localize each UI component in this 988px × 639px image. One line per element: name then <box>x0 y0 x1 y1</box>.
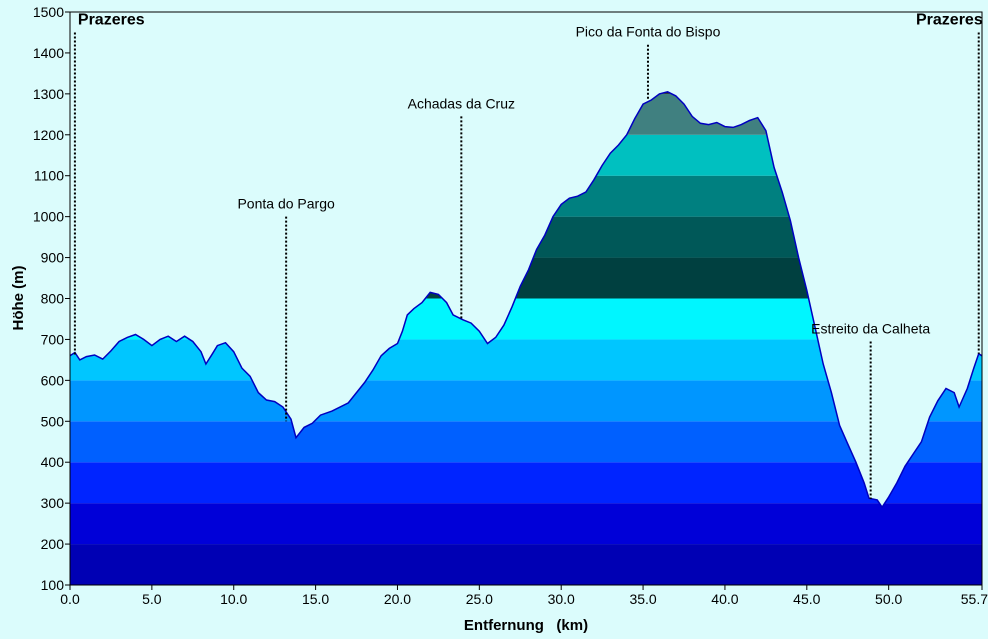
x-tick-label: 40.0 <box>711 591 738 607</box>
annotation-label: Prazeres <box>78 11 145 28</box>
elevation-band <box>70 421 982 463</box>
y-tick-label: 400 <box>41 454 65 470</box>
y-tick-label: 500 <box>41 413 65 429</box>
x-tick-label: 0.0 <box>60 591 80 607</box>
x-tick-label: 55.7 <box>961 591 988 607</box>
elevation-band <box>70 544 982 585</box>
x-tick-label: 30.0 <box>548 591 575 607</box>
annotation-label: Estreito da Calheta <box>811 320 930 336</box>
x-tick-label: 35.0 <box>629 591 656 607</box>
x-tick-label: 15.0 <box>302 591 329 607</box>
elevation-band <box>70 503 982 545</box>
annotation-label: Ponta do Pargo <box>237 196 335 212</box>
y-tick-label: 1300 <box>33 86 64 102</box>
y-axis: 100 200 300 400 500 600 700 800 900 1000 1100 1200 1… <box>33 4 70 593</box>
x-tick-label: 50.0 <box>875 591 902 607</box>
y-tick-label: 1500 <box>33 4 64 20</box>
x-tick-label: 20.0 <box>384 591 411 607</box>
x-axis: 0.0 5.0 10.0 15.0 20.0 25.0 30.0 35.0 40.0 45.0 50… <box>60 585 988 607</box>
y-tick-label: 1100 <box>34 168 64 184</box>
y-tick-label: 600 <box>41 372 65 388</box>
x-tick-label: 45.0 <box>793 591 820 607</box>
annotation-label: Prazeres <box>916 11 983 28</box>
x-tick-label: 5.0 <box>142 591 162 607</box>
y-tick-label: 200 <box>41 536 65 552</box>
y-tick-label: 1400 <box>33 45 64 61</box>
x-axis-label: Entfernung (km) <box>464 617 588 634</box>
y-tick-label: 1000 <box>33 209 64 225</box>
x-tick-label: 25.0 <box>466 591 493 607</box>
y-axis-label: Höhe (m) <box>10 266 27 331</box>
y-tick-label: 1200 <box>33 127 64 143</box>
y-tick-label: 300 <box>41 495 65 511</box>
y-tick-label: 700 <box>41 331 65 347</box>
elevation-band <box>70 462 982 504</box>
y-tick-label: 900 <box>41 250 65 266</box>
place-annotations: Prazeres Ponta do Pargo Achadas da Cruz Pic… <box>73 11 983 500</box>
annotation-label: Achadas da Cruz <box>408 95 515 111</box>
y-tick-label: 800 <box>41 291 65 307</box>
y-tick-label: 100 <box>41 577 65 593</box>
x-tick-label: 10.0 <box>220 591 247 607</box>
elevation-profile-line <box>69 91 983 509</box>
annotation-label: Pico da Fonta do Bispo <box>576 24 721 40</box>
